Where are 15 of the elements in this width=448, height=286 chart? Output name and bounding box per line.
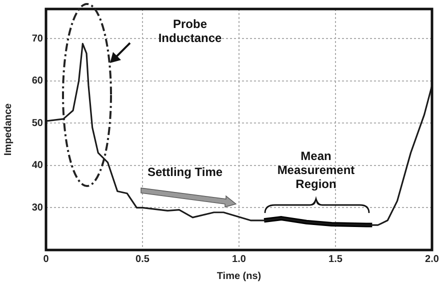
y-tick-label: 40: [32, 160, 44, 172]
annotation: Probe Inductance: [158, 17, 222, 45]
x-tick-label: 0.5: [136, 254, 150, 265]
y-tick-label: 70: [32, 33, 44, 44]
y-tick-label: 50: [32, 118, 44, 129]
x-tick-label: 0: [43, 254, 50, 265]
x-axis-title: Time (ns): [216, 270, 262, 282]
y-tick-label: 60: [32, 76, 44, 87]
annotation: Mean Measurement Region: [277, 149, 355, 191]
x-tick-label: 1.5: [328, 254, 343, 265]
annotation: Settling Time: [147, 165, 223, 179]
x-tick-label: 2.0: [425, 254, 440, 265]
y-axis-title: Impedance: [2, 102, 14, 156]
y-tick-label: 30: [32, 202, 44, 214]
x-tick-label: 1.0: [232, 254, 246, 265]
